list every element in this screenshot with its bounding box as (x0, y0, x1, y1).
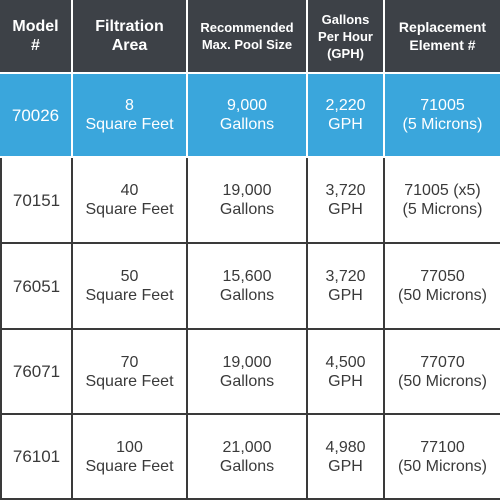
table-row-2-model: 70151 (0, 158, 73, 244)
table-row-2-element: 71005 (x5) (5 Microns) (385, 158, 500, 244)
header-model: Model # (0, 0, 73, 74)
size-value: 21,000 (222, 438, 272, 456)
header-size-line-2: Max. Pool Size (201, 37, 293, 52)
gph-unit: GPH (328, 287, 363, 304)
element-value: 77070 (420, 353, 465, 371)
header-gallons-per-hour: Gallons Per Hour (GPH) (308, 0, 385, 74)
element-value: 77100 (420, 438, 465, 456)
element-micron: (50 Microns) (398, 372, 487, 390)
table-row-2-gph: 3,720 GPH (308, 158, 385, 244)
gph-value: 2,220 (325, 97, 366, 114)
header-area-line-2: Area (111, 37, 148, 54)
area-value: 70 (120, 353, 139, 371)
size-unit: Gallons (219, 372, 275, 390)
header-model-line-2: # (31, 37, 40, 54)
element-micron: (50 Microns) (398, 457, 487, 475)
table-row-4-area: 70 Square Feet (73, 330, 188, 415)
table-row-1-model: 70026 (0, 74, 73, 158)
table-row-5-area: 100 Square Feet (73, 415, 188, 500)
table-row-3-size: 15,600 Gallons (188, 244, 308, 330)
element-micron: (50 Microns) (398, 287, 487, 304)
table-row-5-size: 21,000 Gallons (188, 415, 308, 500)
size-value: 19,000 (222, 182, 272, 199)
header-replacement-element: Replacement Element # (385, 0, 500, 74)
header-element-line-1: Replacement (398, 19, 487, 35)
element-micron: (5 Microns) (402, 201, 483, 218)
area-value: 40 (120, 182, 139, 199)
gph-unit: GPH (328, 201, 363, 218)
gph-value: 3,720 (325, 182, 366, 199)
header-gph-line-2: Per Hour (318, 28, 373, 44)
table-row-4-model: 76071 (0, 330, 73, 415)
table-row-2-area: 40 Square Feet (73, 158, 188, 244)
size-value: 19,000 (222, 353, 272, 371)
area-unit: Square Feet (85, 201, 174, 218)
size-unit: Gallons (219, 116, 275, 133)
table-row-5-element: 77100 (50 Microns) (385, 415, 500, 500)
table-row-4-size: 19,000 Gallons (188, 330, 308, 415)
header-gph-line-3: (GPH) (327, 45, 364, 61)
table-row-1-size: 9,000 Gallons (188, 74, 308, 158)
gph-unit: GPH (328, 457, 363, 475)
header-filtration-area: Filtration Area (73, 0, 188, 74)
gph-value: 4,500 (325, 353, 366, 371)
size-value: 9,000 (226, 97, 268, 114)
table-row-3-area: 50 Square Feet (73, 244, 188, 330)
area-unit: Square Feet (85, 372, 174, 390)
header-gph-line-1: Gallons (321, 11, 370, 27)
header-max-pool-size: Recommended Max. Pool Size (188, 0, 308, 74)
table-row-4-element: 77070 (50 Microns) (385, 330, 500, 415)
area-unit: Square Feet (85, 457, 174, 475)
table-row-3-gph: 3,720 GPH (308, 244, 385, 330)
size-unit: Gallons (219, 457, 275, 475)
table-row-1-gph: 2,220 GPH (308, 74, 385, 158)
header-element-line-2: Element # (409, 37, 476, 53)
size-unit: Gallons (219, 201, 275, 218)
gph-value: 3,720 (325, 268, 366, 285)
gph-value: 4,980 (325, 438, 366, 456)
area-unit: Square Feet (85, 287, 174, 304)
element-value: 77050 (420, 268, 465, 285)
header-model-line-1: Model (12, 18, 59, 35)
header-area-line-1: Filtration (95, 18, 164, 35)
element-value: 71005 (420, 97, 465, 114)
table-row-4-gph: 4,500 GPH (308, 330, 385, 415)
table-row-1-element: 71005 (5 Microns) (385, 74, 500, 158)
area-value: 100 (116, 438, 143, 456)
gph-unit: GPH (328, 116, 363, 133)
element-micron: (5 Microns) (402, 116, 483, 133)
gph-unit: GPH (328, 372, 363, 390)
size-unit: Gallons (219, 287, 275, 304)
element-value: 71005 (x5) (404, 182, 481, 199)
table-row-3-model: 76051 (0, 244, 73, 330)
area-unit: Square Feet (85, 116, 174, 133)
table-row-3-element: 77050 (50 Microns) (385, 244, 500, 330)
table-row-1-area: 8 Square Feet (73, 74, 188, 158)
table-row-5-gph: 4,980 GPH (308, 415, 385, 500)
area-value: 8 (125, 97, 134, 114)
size-value: 15,600 (222, 268, 272, 285)
area-value: 50 (120, 268, 139, 285)
table-row-5-model: 76101 (0, 415, 73, 500)
header-size-line-1: Recommended (200, 20, 294, 35)
table-row-2-size: 19,000 Gallons (188, 158, 308, 244)
